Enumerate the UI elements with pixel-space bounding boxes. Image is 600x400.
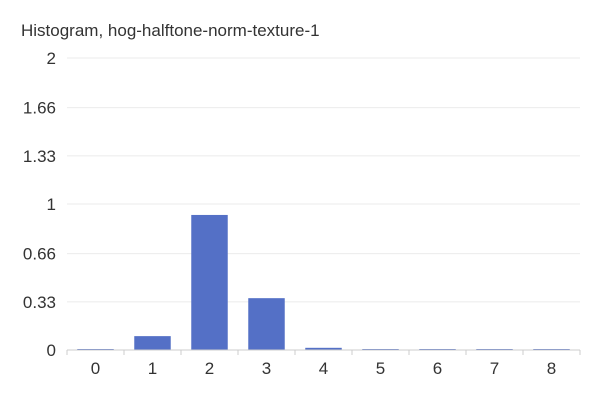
x-tick-label: 6 xyxy=(433,359,442,378)
gridlines xyxy=(67,57,580,303)
y-tick-label: 1.66 xyxy=(23,99,56,118)
chart-title: Histogram, hog-halftone-norm-texture-1 xyxy=(21,21,320,40)
x-tick-label: 3 xyxy=(262,359,271,378)
histogram-bar[interactable] xyxy=(305,347,342,350)
y-tick-label: 2 xyxy=(47,49,56,68)
y-tick-label: 0.33 xyxy=(23,293,56,312)
histogram-bar[interactable] xyxy=(134,336,171,350)
y-tick-label: 0 xyxy=(47,341,56,360)
histogram-bar[interactable] xyxy=(191,214,228,350)
x-tick-label: 7 xyxy=(490,359,499,378)
x-tick-label: 1 xyxy=(148,359,157,378)
x-tick-label: 5 xyxy=(376,359,385,378)
x-tick-label: 0 xyxy=(91,359,100,378)
x-tick-label: 4 xyxy=(319,359,328,378)
histogram-bar[interactable] xyxy=(248,298,285,350)
x-tick-label: 2 xyxy=(205,359,214,378)
y-tick-label: 1 xyxy=(47,195,56,214)
y-tick-labels: 0 0.33 0.66 1 1.33 1.66 2 xyxy=(23,49,56,360)
y-tick-label: 1.33 xyxy=(23,147,56,166)
x-axis xyxy=(66,349,581,355)
x-tick-labels: 0 1 2 3 4 5 6 7 8 xyxy=(91,359,556,378)
bars xyxy=(77,214,570,350)
x-tick-label: 8 xyxy=(547,359,556,378)
y-tick-label: 0.66 xyxy=(23,245,56,264)
